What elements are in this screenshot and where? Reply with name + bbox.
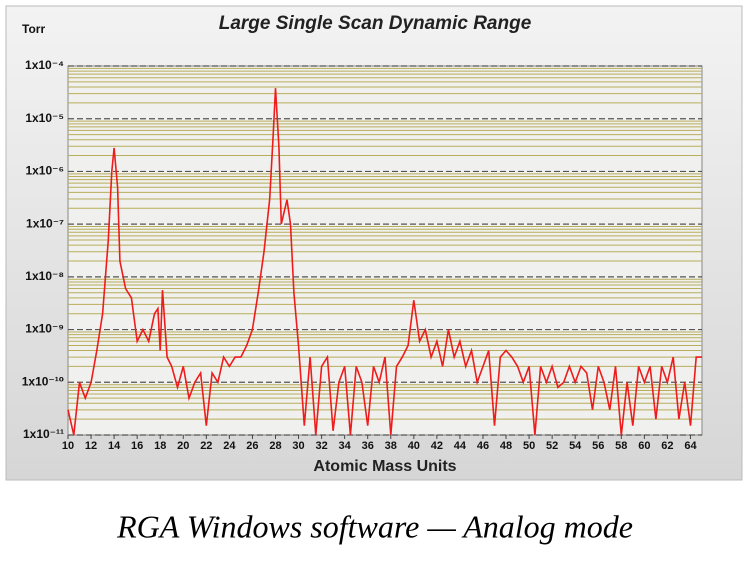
y-tick-label: 1x10⁻⁷ xyxy=(26,216,64,230)
x-tick-label: 62 xyxy=(661,440,673,452)
x-tick-label: 30 xyxy=(292,440,304,452)
y-tick-label: 1x10⁻⁶ xyxy=(25,164,64,178)
chart-title: Large Single Scan Dynamic Range xyxy=(219,13,532,34)
y-tick-label: 1x10⁻⁸ xyxy=(25,269,64,283)
x-axis-label: Atomic Mass Units xyxy=(313,458,456,475)
x-tick-label: 64 xyxy=(684,440,697,452)
x-tick-label: 24 xyxy=(223,440,236,452)
x-tick-label: 22 xyxy=(200,440,212,452)
x-tick-label: 34 xyxy=(339,440,352,452)
x-tick-label: 54 xyxy=(569,440,582,452)
x-tick-label: 60 xyxy=(638,440,650,452)
y-tick-label: 1x10⁻⁹ xyxy=(25,322,64,336)
x-tick-label: 56 xyxy=(592,440,604,452)
x-tick-label: 38 xyxy=(385,440,397,452)
y-unit: Torr xyxy=(22,22,45,36)
x-tick-label: 48 xyxy=(500,440,512,452)
y-tick-label: 1x10⁻¹⁰ xyxy=(22,374,64,388)
x-tick-label: 42 xyxy=(431,440,443,452)
x-tick-label: 20 xyxy=(177,440,189,452)
x-tick-label: 44 xyxy=(454,440,467,452)
y-tick-label: 1x10⁻⁵ xyxy=(25,111,64,125)
x-tick-label: 28 xyxy=(269,440,281,452)
data-line xyxy=(67,88,702,436)
x-tick-label: 50 xyxy=(523,440,535,452)
x-tick-label: 14 xyxy=(108,440,121,452)
caption: RGA Windows software — Analog mode xyxy=(116,508,633,544)
x-tick-label: 18 xyxy=(154,440,166,452)
x-tick-label: 36 xyxy=(362,440,374,452)
x-tick-label: 16 xyxy=(131,440,143,452)
x-tick-label: 58 xyxy=(615,440,627,452)
x-tick-label: 32 xyxy=(315,440,327,452)
x-tick-label: 26 xyxy=(246,440,258,452)
x-tick-label: 52 xyxy=(546,440,558,452)
x-tick-label: 10 xyxy=(62,440,74,452)
y-tick-label: 1x10⁻⁴ xyxy=(25,58,64,72)
y-tick-label: 1x10⁻¹¹ xyxy=(23,427,64,441)
x-tick-label: 40 xyxy=(408,440,420,452)
x-tick-label: 12 xyxy=(85,440,97,452)
x-tick-label: 46 xyxy=(477,440,489,452)
